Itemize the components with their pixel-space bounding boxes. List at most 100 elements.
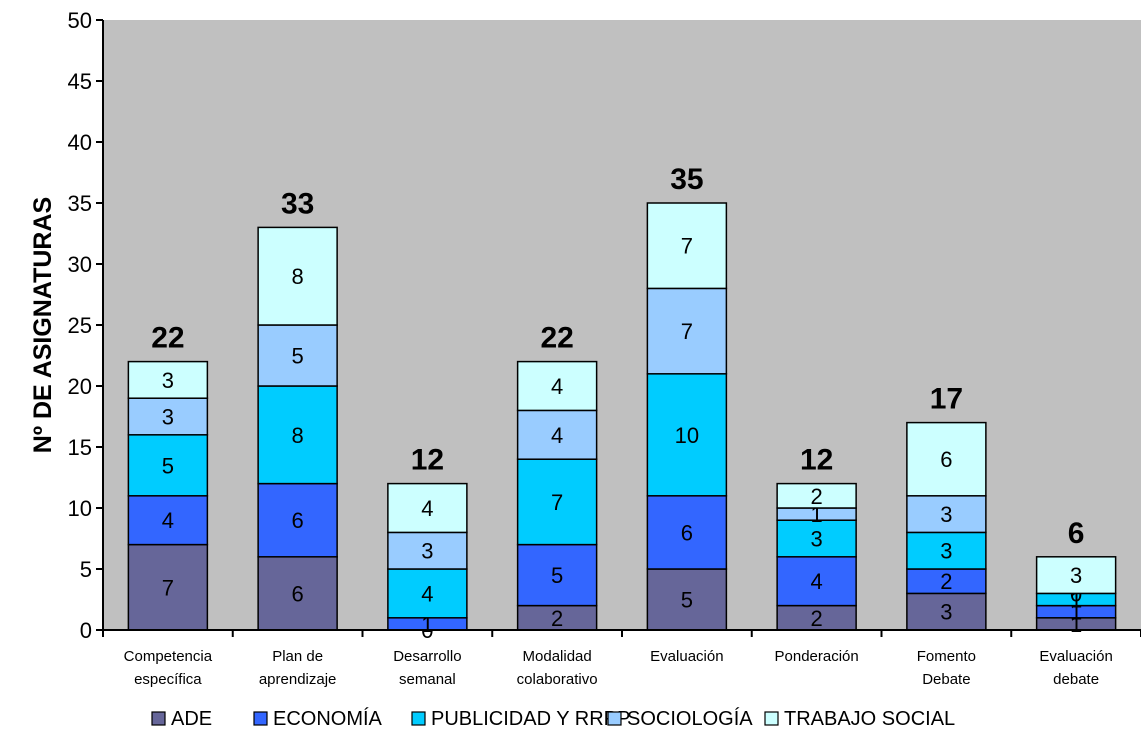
- x-category-label: Ponderación: [775, 648, 859, 665]
- bar-segment: [516, 543, 598, 607]
- x-category-label: Debate: [922, 671, 970, 688]
- segment-value-label: 2: [811, 606, 823, 631]
- y-tick-label: 5: [80, 557, 92, 582]
- bar-segment: [127, 360, 209, 399]
- segment-value-label: 3: [940, 600, 952, 625]
- segment-value-label: 5: [292, 344, 304, 369]
- segment-value-label: 2: [551, 606, 563, 631]
- y-tick-label: 45: [68, 69, 92, 94]
- x-category-label: Fomento: [917, 648, 976, 665]
- segment-value-label: 5: [162, 453, 174, 478]
- bar-total-label: 12: [800, 444, 833, 477]
- x-category-label: colaborativo: [517, 671, 598, 688]
- x-category-label: Competencia: [124, 648, 213, 665]
- y-tick-label: 10: [68, 496, 92, 521]
- bar-segment: [516, 409, 598, 460]
- bar-segment: [257, 324, 338, 387]
- bar-segment: [646, 495, 728, 570]
- bar-segment: [387, 482, 468, 534]
- segment-value-label: 4: [421, 496, 433, 521]
- y-tick-label: 20: [68, 374, 92, 399]
- bar-segment: [387, 531, 468, 570]
- legend-swatch: [253, 711, 268, 726]
- bar-segment: [516, 458, 598, 546]
- bar-segment: [127, 543, 209, 631]
- segment-value-label: 4: [551, 374, 563, 399]
- segment-value-label: 6: [681, 520, 693, 545]
- segment-value-label: 4: [551, 423, 563, 448]
- bar-total-label: 33: [281, 187, 314, 220]
- x-category-label: debate: [1053, 671, 1099, 688]
- bar-total-label: 6: [1068, 517, 1085, 550]
- x-category-label: Evaluación: [1039, 648, 1112, 665]
- legend-swatch: [151, 711, 166, 726]
- bar-total-label: 22: [151, 322, 184, 355]
- segment-value-label: 2: [940, 569, 952, 594]
- bar-segment: [257, 226, 338, 326]
- bar-segment: [906, 495, 987, 534]
- segment-value-label: 6: [940, 447, 952, 472]
- bar-segment: [646, 202, 728, 290]
- legend-swatch: [764, 711, 779, 726]
- segment-value-label: 4: [421, 581, 433, 606]
- axes-group: 05101520253035404550Competenciaespecífic…: [68, 8, 1141, 688]
- x-category-label: Modalidad: [523, 648, 592, 665]
- legend-label: SOCIOLOGÍA: [627, 707, 753, 730]
- y-tick-label: 30: [68, 252, 92, 277]
- segment-value-label: 8: [292, 423, 304, 448]
- bar-segment: [127, 434, 209, 497]
- segment-value-label: 5: [681, 588, 693, 613]
- bar-segment: [906, 531, 987, 570]
- segment-value-label: 10: [675, 423, 699, 448]
- bar-segment: [906, 421, 987, 497]
- segment-value-label: 6: [292, 581, 304, 606]
- legend-label: ADE: [171, 708, 212, 730]
- y-tick-label: 15: [68, 435, 92, 460]
- legend-label: ECONOMÍA: [273, 707, 383, 730]
- x-category-label: semanal: [399, 671, 456, 688]
- x-category-label: aprendizaje: [259, 671, 337, 688]
- bar-segment: [776, 556, 857, 607]
- y-tick-label: 35: [68, 191, 92, 216]
- y-tick-label: 40: [68, 130, 92, 155]
- segment-value-label: 3: [162, 405, 174, 430]
- x-category-label: Desarrollo: [393, 648, 461, 665]
- bar-total-label: 12: [411, 444, 444, 477]
- x-category-label: Evaluación: [650, 648, 723, 665]
- segment-value-label: 3: [940, 502, 952, 527]
- segment-value-label: 7: [681, 234, 693, 259]
- y-tick-label: 50: [68, 8, 92, 33]
- segment-value-label: 3: [811, 527, 823, 552]
- bar-total-label: 22: [540, 322, 573, 355]
- segment-value-label: 7: [551, 490, 563, 515]
- bar-total-label: 17: [930, 383, 963, 416]
- y-tick-label: 25: [68, 313, 92, 338]
- segment-value-label: 4: [162, 508, 174, 533]
- segment-value-label: 2: [811, 484, 823, 509]
- segment-value-label: 4: [811, 569, 823, 594]
- y-axis-label: Nº DE ASIGNATURAS: [29, 197, 57, 453]
- segment-value-label: 7: [681, 319, 693, 344]
- legend-label: TRABAJO SOCIAL: [784, 708, 955, 730]
- bar-segment: [1035, 556, 1117, 595]
- segment-value-label: 8: [292, 264, 304, 289]
- bar-segment: [257, 385, 338, 485]
- bar-segment: [516, 360, 598, 412]
- y-tick-label: 0: [80, 618, 92, 643]
- bar-segment: [776, 482, 857, 509]
- bar-segment: [776, 519, 857, 558]
- legend-label: PUBLICIDAD Y RRPP: [431, 708, 630, 730]
- segment-value-label: 7: [162, 575, 174, 600]
- bar-total-label: 35: [670, 163, 703, 196]
- x-category-label: específica: [134, 671, 202, 688]
- legend-swatch: [411, 711, 426, 726]
- x-category-label: Plan de: [272, 648, 323, 665]
- segment-value-label: 5: [551, 563, 563, 588]
- bars-group: 7453322668583301434122574422561077352431…: [127, 163, 1117, 643]
- segment-value-label: 3: [940, 539, 952, 564]
- segment-value-label: 6: [292, 508, 304, 533]
- segment-value-label: 3: [421, 539, 433, 564]
- bar-segment: [646, 568, 728, 631]
